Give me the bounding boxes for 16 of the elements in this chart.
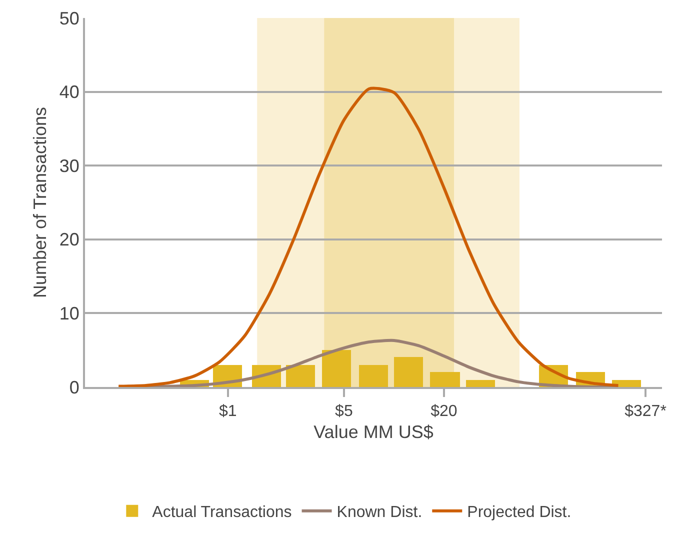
y-axis-title: Number of Transactions [30,106,50,298]
legend-label: Actual Transactions [152,504,292,522]
x-tick-label: $1 [218,403,237,420]
legend-label: Known Dist. [336,504,422,522]
x-tick-label: $20 [430,403,458,420]
y-tick-label: 20 [59,230,80,250]
line-series [117,86,620,387]
x-tick-label: $5 [335,403,353,420]
y-tick-label: 40 [59,82,80,102]
x-tick-label: $327* [624,403,666,420]
y-tick-label: 10 [59,304,80,324]
y-tick-label: 30 [59,156,80,176]
y-tick-label: 0 [69,377,80,398]
legend-label: Projected Dist. [467,504,572,522]
x-axis-title: Value MM US$ [314,422,434,442]
y-tick-label: 50 [59,8,80,28]
